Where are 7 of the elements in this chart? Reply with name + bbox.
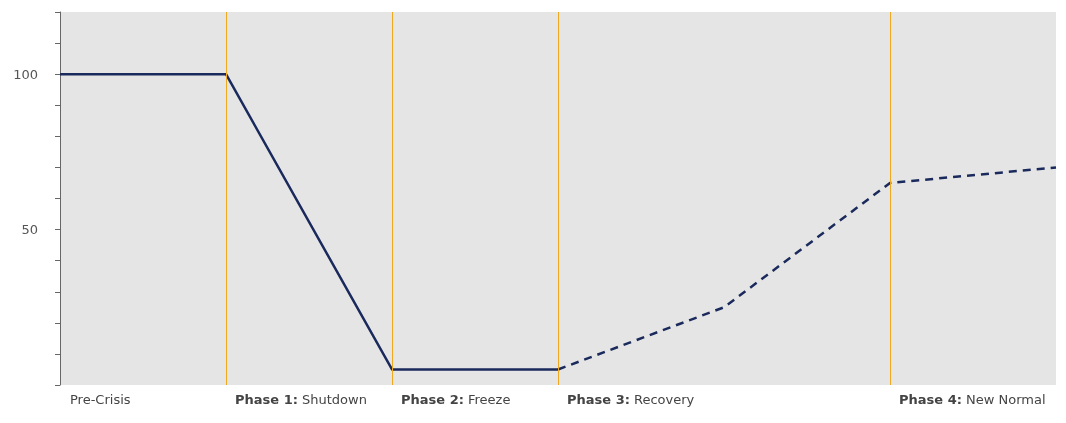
y-tick-label: 50 <box>21 222 38 238</box>
y-tick-label: 100 <box>13 66 38 82</box>
text: Pre-Crisis <box>70 392 131 407</box>
ref-line-label: Phase 3: Recovery <box>567 392 695 407</box>
ref-line-label: Phase 4: New Normal <box>899 392 1046 407</box>
ref-line-label: Phase 1: Shutdown <box>235 392 367 407</box>
ref-line-label: Phase 2: Freeze <box>401 392 511 407</box>
